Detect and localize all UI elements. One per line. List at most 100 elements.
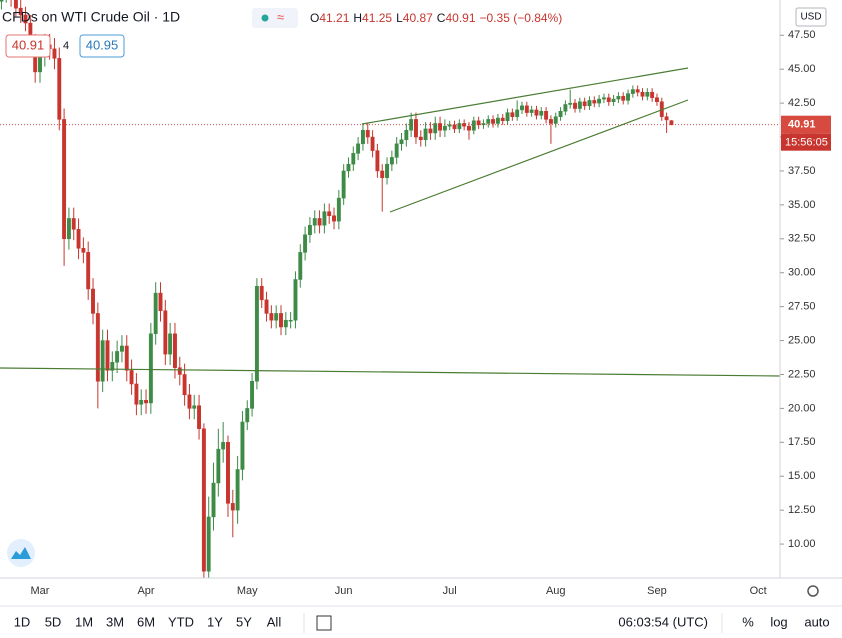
range-button[interactable]: 3M [106, 614, 124, 629]
percent-toggle[interactable]: % [742, 614, 754, 629]
toolbar: 1D 5D 1M 3M 6M YTD 1Y 5Y All [14, 614, 282, 629]
range-button[interactable]: 6M [137, 614, 155, 629]
candle-body [62, 119, 67, 240]
candle-body [173, 333, 177, 368]
candle-body [129, 370, 134, 385]
candle-body [346, 163, 351, 172]
candle-body [447, 124, 452, 127]
range-button[interactable]: 1D [14, 614, 31, 629]
sell-price[interactable]: 40.91 [12, 37, 45, 52]
currency[interactable]: USD [800, 12, 821, 23]
candle-body [23, 14, 28, 24]
candle-body [163, 310, 168, 355]
candle-body [91, 288, 95, 314]
x-tick-label: Jul [443, 585, 457, 597]
candle-body [197, 405, 202, 430]
candle-body [563, 104, 568, 112]
candle-body [650, 92, 655, 98]
candle-body [38, 55, 42, 73]
candle-body [288, 319, 293, 322]
candle-body [168, 333, 173, 355]
candle-body [394, 143, 399, 158]
candle-body [235, 469, 240, 511]
candle-body [177, 367, 182, 375]
candle-body [438, 123, 443, 131]
candle-body [548, 119, 553, 124]
legend-low: 40.87 [403, 11, 433, 25]
candle-body [664, 116, 669, 121]
countdown-label: 15:56:05 [785, 137, 828, 149]
y-tick-label: 22.50 [788, 368, 816, 380]
candle-body [558, 111, 563, 117]
candle-body [582, 101, 587, 107]
candle-body [491, 119, 496, 124]
candle-body [365, 130, 370, 138]
candle-body [115, 351, 120, 363]
range-button[interactable]: 5D [45, 614, 62, 629]
buy-button[interactable] [79, 34, 125, 58]
range-button[interactable]: 1M [75, 614, 93, 629]
candle-body [630, 89, 635, 94]
candle-body [645, 92, 650, 97]
candle-body [428, 128, 433, 134]
range-button[interactable]: 1Y [207, 614, 223, 629]
candle-body [206, 516, 211, 572]
delay-icon: ≈ [277, 9, 284, 24]
candle-body [327, 211, 332, 216]
y-tick-label: 27.50 [788, 301, 816, 313]
candle-body [134, 383, 139, 405]
legend-change: −0.35 (−0.84%) [480, 11, 563, 25]
logo[interactable] [7, 539, 35, 567]
candle-body [505, 112, 510, 122]
auto-toggle[interactable]: auto [804, 614, 829, 629]
candle-body [336, 197, 341, 222]
candle-body [182, 374, 187, 396]
candle-body [283, 319, 288, 328]
range-button[interactable]: All [267, 614, 282, 629]
clock: 06:03:54 (UTC) [618, 614, 708, 629]
candle-body [515, 109, 520, 117]
candle-body [259, 286, 264, 301]
candle-body [452, 124, 457, 130]
candle-body [158, 292, 163, 311]
date-range-icon[interactable] [316, 615, 332, 631]
wedge-upper[interactable] [361, 67, 689, 125]
candle-body [211, 482, 216, 518]
candle-body [553, 116, 558, 124]
candle-body [471, 120, 476, 131]
y-tick-label: 15.00 [788, 470, 816, 482]
candle-body [399, 139, 404, 145]
settings-icon[interactable] [807, 585, 819, 597]
candle-body [153, 292, 158, 335]
range-button[interactable]: 5Y [236, 614, 252, 629]
candle-body [655, 97, 659, 103]
buy-price[interactable]: 40.95 [86, 37, 119, 52]
log-toggle[interactable]: log [770, 614, 787, 629]
candle-body [322, 211, 327, 226]
candle-body [307, 224, 312, 235]
candle-body [13, 0, 18, 9]
candle-body [601, 97, 606, 100]
candle-body [293, 279, 298, 321]
support-line[interactable] [0, 367, 780, 377]
candle-body [76, 229, 81, 249]
candle-body [0, 0, 4, 2]
symbol-title: CFDs on WTI Crude Oil · 1D [2, 9, 180, 25]
candle-body [356, 143, 361, 154]
range-button[interactable]: YTD [168, 614, 194, 629]
candle-body [332, 215, 336, 222]
candle-body [240, 421, 245, 470]
candle-body [577, 101, 582, 109]
logo-mark [11, 547, 31, 559]
candle-body [312, 218, 317, 226]
y-tick-label: 17.50 [788, 436, 816, 448]
market-open-dot [261, 14, 269, 22]
y-tick-label: 10.00 [788, 538, 816, 550]
candle-body [423, 128, 428, 141]
sell-button[interactable] [5, 34, 51, 58]
candle-body [81, 248, 86, 253]
y-tick-label: 45.00 [788, 63, 816, 75]
y-tick-label: 42.50 [788, 97, 816, 109]
currency-button[interactable] [795, 7, 827, 27]
wedge-lower[interactable] [389, 99, 689, 213]
